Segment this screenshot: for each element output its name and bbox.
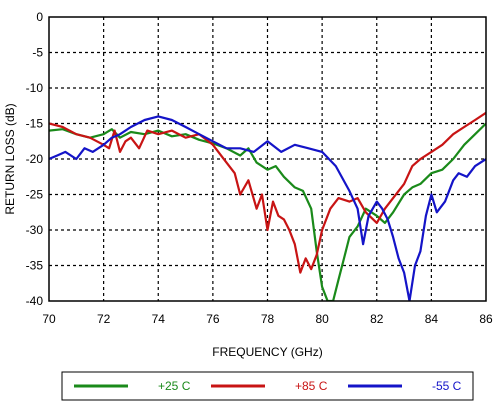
series-line-3 — [49, 115, 486, 301]
y-axis-label: RETURN LOSS (dB) — [3, 103, 17, 214]
x-tick-label: 86 — [479, 312, 493, 326]
x-tick-label: 72 — [97, 312, 111, 326]
legend-label: +25 C — [158, 379, 191, 393]
y-tick-label: -15 — [26, 117, 44, 131]
y-tick-label: -30 — [26, 223, 44, 237]
plot-frame — [48, 16, 487, 302]
x-tick-label: 80 — [315, 312, 329, 326]
x-tick-label: 82 — [370, 312, 384, 326]
series-line-1 — [49, 122, 486, 301]
y-tick-label: -40 — [26, 294, 44, 308]
x-tick-label: 70 — [42, 312, 56, 326]
y-tick-label: -20 — [26, 152, 44, 166]
x-tick-label: 78 — [261, 312, 275, 326]
legend-box — [61, 371, 474, 401]
x-tick-label: 74 — [152, 312, 166, 326]
legend-label: -55 C — [432, 379, 462, 393]
x-tick-label: 84 — [425, 312, 439, 326]
x-tick-label: 76 — [206, 312, 220, 326]
legend-label: +85 C — [295, 379, 328, 393]
series-line-2 — [49, 111, 486, 274]
y-tick-label: -10 — [26, 81, 44, 95]
series-layer — [49, 111, 486, 301]
y-tick-label: -5 — [32, 46, 43, 60]
y-tick-label: -25 — [26, 188, 44, 202]
x-tick-labels: 70 72 74 76 78 80 82 84 86 — [42, 312, 493, 326]
y-tick-label: -35 — [26, 259, 44, 273]
y-tick-labels: 0 -5 -10 -15 -20 -25 -30 -35 -40 — [26, 10, 44, 308]
y-tick-label: 0 — [36, 10, 43, 24]
x-axis-label: FREQUENCY (GHz) — [212, 345, 322, 359]
legend: +25 C +85 C -55 C — [61, 371, 474, 401]
